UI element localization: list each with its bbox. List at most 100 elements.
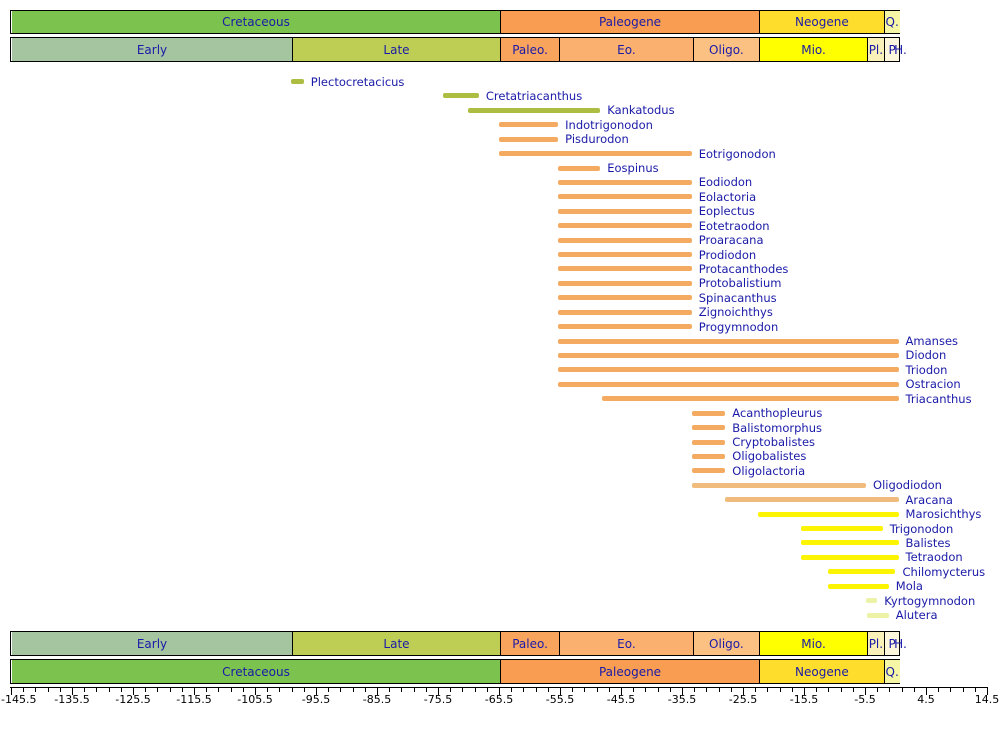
taxon-label: Prodiodon [698, 247, 757, 262]
axis-tick [535, 688, 537, 692]
taxon-range-bar [758, 511, 899, 517]
axis-tick [499, 688, 500, 695]
axis-tick [206, 688, 208, 692]
taxon-label: Eodiodon [698, 175, 753, 190]
taxon-range-bar [558, 381, 899, 387]
taxon-range-bar [558, 295, 692, 301]
axis-tick [755, 688, 757, 692]
taxon-range-bar [499, 122, 559, 128]
axis-tick [584, 688, 586, 692]
axis-tick [377, 688, 378, 695]
epoch-segment: Oligo. [692, 632, 760, 655]
axis-tick [779, 688, 781, 692]
taxon-range-bar [800, 554, 899, 560]
axis-tick [108, 688, 110, 692]
axis-tick [523, 688, 525, 692]
epoch-segment: Paleo. [500, 632, 560, 655]
axis-tick [47, 688, 49, 692]
epoch-segment: Pl. [867, 38, 884, 61]
axis-tick [328, 688, 330, 692]
period-segment: Paleogene [500, 660, 760, 683]
taxon-label: Aracana [905, 492, 953, 507]
epoch-segment: Pl. [867, 632, 884, 655]
taxon-label: Oligobalistes [732, 449, 807, 464]
taxon-label: Balistomorphus [732, 420, 822, 435]
epoch-segment: H. [894, 38, 907, 61]
period-label: Neogene [795, 15, 849, 29]
axis-tick [389, 688, 391, 692]
axis-tick-label: -15.5 [789, 693, 819, 706]
axis-tick [950, 688, 952, 692]
axis-tick-label: -95.5 [301, 693, 331, 706]
taxon-range-bar [827, 569, 896, 575]
axis-tick [828, 688, 830, 692]
taxon-range-bar [467, 107, 601, 113]
epoch-label: Oligo. [709, 636, 744, 651]
period-segment: Paleogene [500, 11, 760, 33]
axis-tick-label: 4.5 [917, 693, 935, 706]
taxon-label: Eospinus [607, 161, 659, 176]
epoch-segment: Late [291, 632, 500, 655]
axis-tick [401, 688, 403, 692]
axis-tick [425, 688, 427, 692]
taxon-range-bar [558, 179, 692, 185]
taxon-range-bar [290, 79, 304, 84]
axis-tick [560, 688, 561, 695]
epoch-segment: Mio. [759, 38, 868, 61]
axis-tick [730, 688, 732, 692]
axis-tick-label: -45.5 [606, 693, 636, 706]
epoch-label: Pl. [868, 42, 884, 57]
axis-tick [987, 688, 988, 695]
axis-tick [120, 688, 122, 692]
taxon-label: Amanses [905, 334, 959, 349]
epoch-label: H. [894, 42, 907, 57]
axis-tick-label: -65.5 [484, 693, 514, 706]
axis-tick-label: -135.5 [54, 693, 90, 706]
axis-tick [926, 688, 927, 695]
axis-tick [743, 688, 744, 695]
epoch-label: P [888, 42, 896, 57]
axis-tick [694, 688, 696, 692]
taxon-range-bar [691, 410, 726, 416]
taxon-range-bar [558, 208, 692, 214]
taxon-label: Zignoichthys [698, 305, 773, 320]
axis-tick [865, 688, 866, 695]
period-segment: Cretaceous [12, 660, 500, 683]
taxon-label: Protacanthodes [698, 261, 789, 276]
taxon-range-bar [800, 540, 899, 546]
axis-tick [413, 688, 415, 692]
axis-tick [877, 688, 879, 692]
axis-tick [72, 688, 73, 695]
axis-tick [194, 688, 195, 695]
taxon-range-bar [442, 93, 479, 99]
axis-tick [474, 688, 476, 692]
axis-tick [462, 688, 464, 692]
axis-tick [645, 688, 647, 692]
period-segment: Cretaceous [12, 11, 500, 33]
axis-tick-label: -75.5 [423, 693, 453, 706]
axis-tick [511, 688, 513, 692]
taxon-range-bar [691, 453, 726, 459]
taxon-label: Cretatriacanthus [485, 88, 583, 103]
axis-tick [23, 688, 25, 692]
epoch-segment: Early [12, 38, 292, 61]
axis-tick [157, 688, 159, 692]
taxon-range-bar [558, 324, 692, 330]
axis-tick [230, 688, 232, 692]
bottom-epoch-band: Early Late Paleo. Eo. Oligo. Mio. Pl. P H. [10, 631, 907, 656]
axis-tick [96, 688, 98, 692]
taxon-range-bar [558, 309, 692, 315]
taxon-label: Eotrigonodon [698, 146, 776, 161]
axis-tick [974, 688, 976, 692]
axis-tick [84, 688, 86, 692]
top-epoch-band: Early Late Paleo. Eo. Oligo. Mio. Pl. P H. [10, 37, 907, 62]
axis-tick [291, 688, 293, 692]
axis-tick [596, 688, 598, 692]
epoch-label: Late [383, 636, 410, 651]
taxon-range-bar [499, 136, 559, 142]
axis-tick [621, 688, 622, 695]
axis-tick [962, 688, 964, 692]
taxon-label: Eotetraodon [698, 218, 770, 233]
taxon-range-bar [558, 352, 899, 358]
taxon-label: Proaracana [698, 233, 764, 248]
